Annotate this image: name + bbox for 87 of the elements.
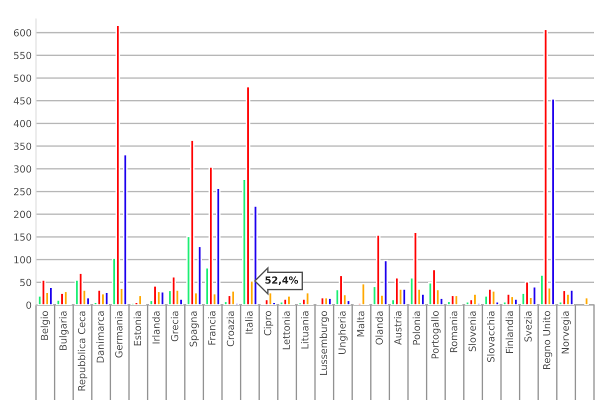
x-tick-label: Cipro (264, 311, 274, 336)
bar (338, 274, 344, 305)
bar (413, 232, 418, 305)
bar (524, 281, 530, 305)
x-tick-label: Spagna (190, 311, 199, 347)
bar (383, 260, 388, 305)
x-tick-label: Italia (245, 311, 253, 334)
bar (160, 291, 165, 305)
x-tick-label: Estonia (134, 311, 142, 346)
bar (506, 293, 511, 305)
x-tick-label: Regno Unito (542, 311, 552, 370)
x-tick-label: Norvegia (561, 311, 571, 354)
bar (63, 290, 68, 305)
y-tick-label: 50 (20, 278, 32, 286)
bar (48, 286, 54, 305)
x-tick-label: Bulgaria (59, 311, 69, 350)
bar (286, 295, 292, 305)
bar (394, 277, 400, 305)
y-tick-label: 550 (14, 52, 32, 60)
bar (216, 188, 221, 305)
bar (376, 234, 381, 305)
x-tick-label: Grecia (170, 311, 178, 342)
y-tick-label: 400 (14, 120, 32, 128)
x-tick-label: Slovacchia (486, 311, 495, 362)
bar (320, 297, 325, 305)
bar (361, 282, 366, 305)
y-tick-label: 500 (14, 74, 32, 82)
x-tick-label: Lituania (300, 311, 309, 348)
bar (488, 288, 492, 305)
x-tick-label: Portogallo (431, 311, 441, 358)
y-tick-label: 250 (14, 188, 32, 196)
bar (472, 293, 478, 305)
y-tick-label: 100 (14, 256, 32, 264)
y-tick-label: 450 (14, 97, 32, 105)
x-tick-label: Repubblica Ceca (78, 311, 88, 390)
x-tick-label: Romania (450, 311, 458, 352)
x-tick-label: Croazia (226, 311, 234, 346)
bar (104, 292, 109, 305)
bar (569, 289, 574, 305)
bar (465, 301, 470, 305)
bar (279, 301, 284, 305)
bar (116, 24, 120, 305)
x-tick-label: Malta (356, 311, 364, 336)
bar (305, 292, 310, 305)
annotation: 52,4% (265, 276, 298, 286)
x-tick-label: Polonia (412, 311, 420, 345)
bar (543, 28, 548, 305)
bar (514, 298, 518, 305)
x-tick-label: Olanda (375, 311, 383, 345)
x-tick-label: Germania (114, 311, 123, 358)
bar (41, 279, 46, 305)
y-tick-label: 0 (26, 301, 32, 309)
y-tick-label: 150 (14, 233, 32, 241)
bar (532, 286, 537, 305)
x-tick-label: Irlanda (152, 311, 160, 344)
x-tick-label: Ungheria (338, 311, 348, 354)
y-tick-label: 350 (14, 142, 32, 150)
bar (208, 166, 214, 305)
x-tick-label: Finlandia (506, 311, 514, 353)
bar (123, 154, 128, 305)
x-tick-label: Lettonia (282, 311, 290, 350)
y-tick-label: 600 (14, 29, 32, 36)
y-tick-label: 300 (14, 165, 32, 173)
bar (566, 293, 570, 305)
bar (402, 288, 407, 305)
x-tick-label: Danimarca (96, 311, 104, 362)
x-tick-label: Francia (208, 311, 216, 345)
bar (454, 294, 459, 305)
x-tick-label: Belgio (40, 311, 50, 340)
bar (584, 297, 589, 305)
bar (190, 140, 195, 305)
bar (550, 98, 556, 305)
bar (246, 86, 250, 305)
bar (432, 268, 436, 305)
bar (491, 290, 496, 305)
bar (197, 246, 202, 305)
y-tick-label: 200 (14, 210, 32, 218)
bar (328, 297, 332, 305)
bar (510, 296, 514, 305)
x-tick-label: Lussemburgo (320, 311, 330, 375)
x-tick-label: Slovenia (468, 311, 476, 352)
bar (100, 292, 106, 305)
bar (78, 272, 83, 305)
x-tick-label: Svezia (524, 311, 532, 342)
x-tick-label: Austria (394, 311, 402, 345)
bar (230, 290, 236, 305)
bar (138, 294, 142, 305)
